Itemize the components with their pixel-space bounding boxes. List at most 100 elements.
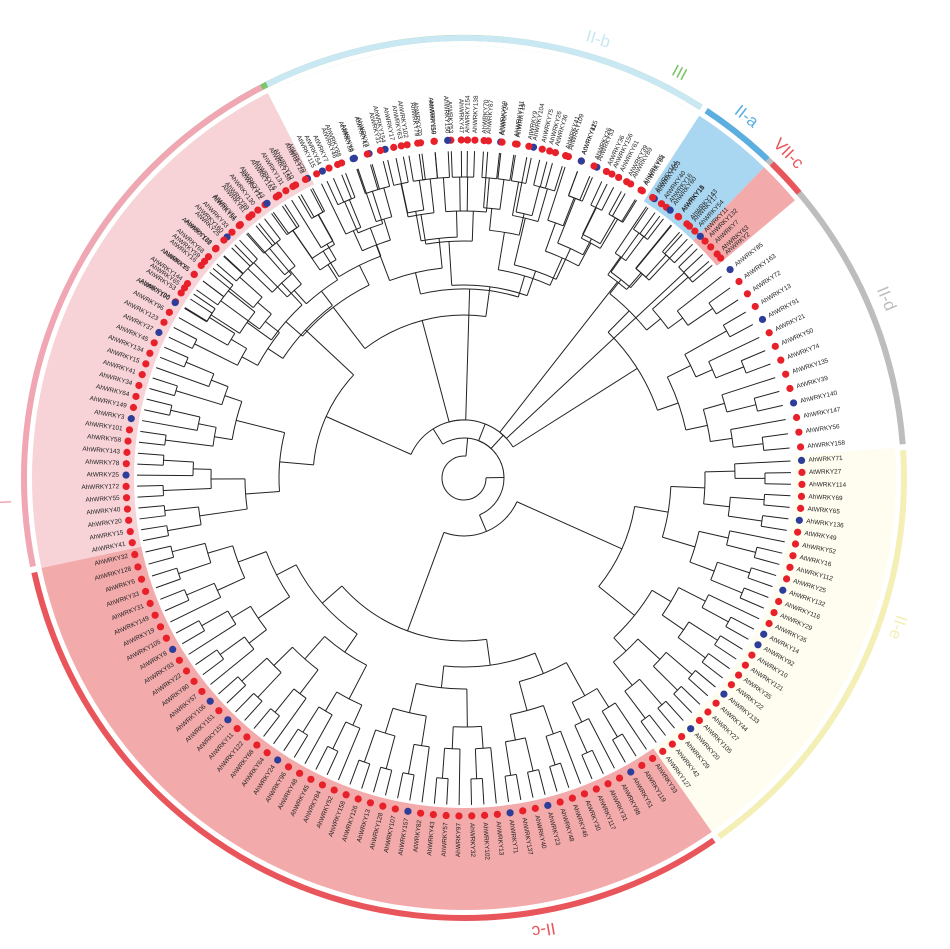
branch (247, 232, 286, 276)
branch (241, 657, 268, 682)
branch-arc (445, 210, 468, 213)
branch (590, 181, 603, 206)
species-marker (224, 716, 232, 724)
clade-label-II-d: II-d (873, 284, 900, 314)
species-marker (366, 799, 375, 807)
species-marker (274, 756, 282, 764)
clade-label-III: III (669, 61, 690, 84)
species-marker (580, 790, 589, 798)
branch (661, 614, 684, 631)
branch (608, 191, 622, 215)
branch (581, 177, 593, 202)
species-marker (128, 539, 136, 547)
species-marker (779, 586, 787, 594)
branch (253, 708, 272, 729)
branch (167, 524, 202, 532)
branch-arc (574, 718, 589, 726)
branch (515, 156, 528, 213)
branch (545, 736, 556, 766)
branch (751, 567, 777, 577)
branch (144, 409, 170, 416)
branch (310, 188, 324, 213)
species-marker (429, 811, 437, 819)
branch (418, 154, 424, 180)
branch (763, 504, 790, 508)
branch (224, 395, 242, 402)
branch (276, 564, 297, 576)
species-marker (795, 428, 803, 436)
branch (670, 486, 705, 489)
leaf-label: AhWRKY57 (441, 822, 450, 857)
species-marker (313, 170, 321, 178)
branch (582, 238, 592, 255)
branch (708, 337, 760, 362)
branch (432, 428, 444, 445)
species-marker (556, 798, 564, 806)
branch (726, 544, 756, 553)
species-marker (765, 619, 773, 628)
species-marker (696, 232, 704, 240)
species-marker (284, 763, 293, 771)
branch (210, 314, 240, 334)
branch (599, 218, 619, 249)
branch (223, 255, 244, 274)
branch (163, 488, 212, 492)
species-marker (789, 399, 798, 407)
branch (352, 230, 363, 251)
branch (695, 670, 716, 688)
species-marker (141, 587, 150, 596)
species-marker (538, 145, 546, 153)
species-marker (190, 270, 198, 279)
branch (193, 468, 212, 470)
branch (241, 356, 258, 366)
branch-arc (727, 497, 731, 517)
species-marker (758, 315, 767, 324)
branch (152, 377, 178, 387)
branch (170, 409, 201, 418)
branch (567, 171, 578, 196)
branch (407, 744, 415, 774)
branch (591, 750, 604, 775)
branch (730, 496, 765, 501)
branch (637, 638, 661, 660)
branch (327, 264, 339, 281)
branch-arc (510, 705, 544, 715)
branch (199, 508, 248, 517)
branch-arc (227, 333, 236, 346)
branch-arc (341, 585, 487, 642)
species-marker (797, 492, 806, 501)
leaf-label: AhWRKY40 (86, 506, 121, 516)
branch-arc (581, 749, 593, 756)
branch (402, 156, 409, 183)
tree-branches (137, 151, 791, 805)
species-marker (444, 136, 452, 144)
branch (614, 702, 647, 750)
branch (504, 741, 512, 776)
branch (667, 365, 691, 378)
branch-arc (407, 212, 435, 218)
branch (446, 778, 449, 805)
species-marker (457, 136, 465, 144)
branch (357, 168, 377, 222)
species-marker (354, 795, 362, 803)
branch (326, 243, 337, 260)
branch (315, 746, 329, 770)
branch (264, 321, 280, 333)
branch (145, 545, 171, 553)
branch (300, 194, 315, 218)
clade-label-II-c: II-c (530, 919, 557, 942)
branch (649, 714, 666, 736)
branch (185, 361, 215, 375)
species-marker (228, 228, 236, 236)
species-marker (707, 243, 715, 251)
leaf-label: AtWRKY53 (446, 101, 454, 134)
branch (744, 587, 769, 598)
branch (481, 778, 485, 805)
branch (703, 402, 725, 410)
branch (181, 630, 205, 645)
branch (704, 470, 735, 473)
branch (267, 348, 284, 359)
branch-arc (547, 219, 564, 227)
branch (665, 700, 684, 721)
